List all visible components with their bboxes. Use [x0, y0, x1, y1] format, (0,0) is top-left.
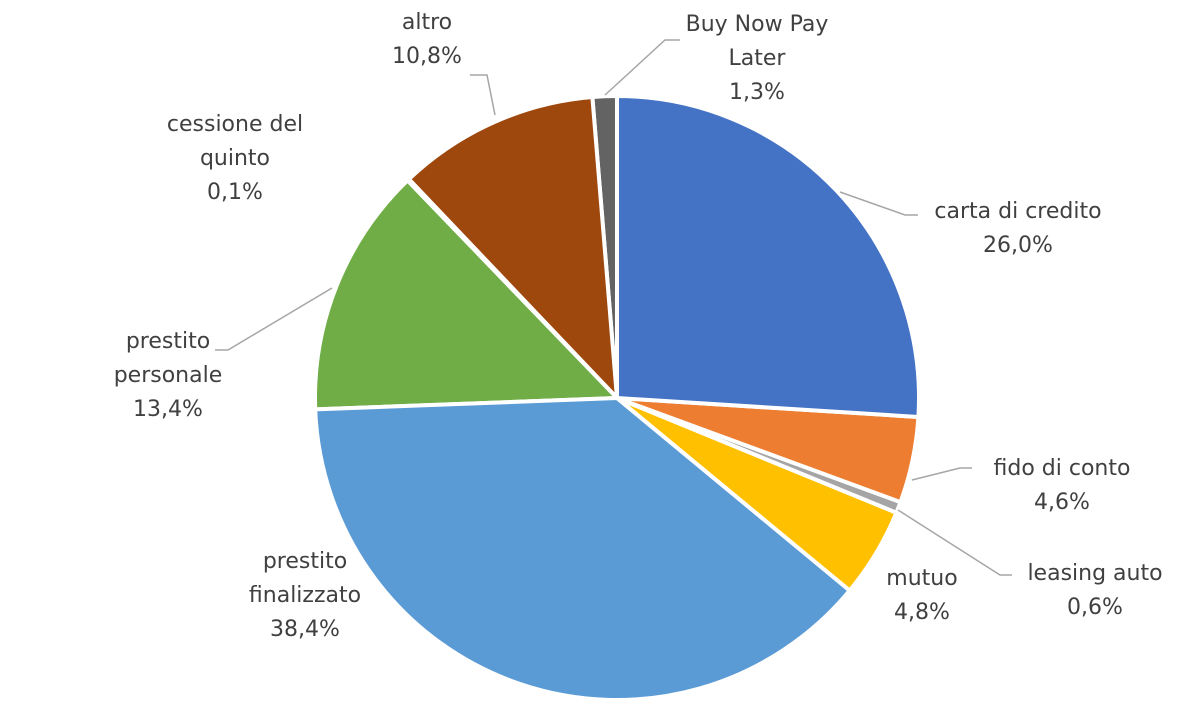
data-label: fido di conto 4,6%: [972, 452, 1152, 520]
label-value: 1,3%: [729, 80, 785, 105]
label-name: Buy Now Pay Later: [685, 12, 829, 71]
label-name: prestito finalizzato: [248, 549, 362, 608]
label-name: altro: [401, 10, 453, 35]
pie-slice: [313, 395, 853, 702]
leader-line: [911, 467, 972, 481]
label-value: 4,6%: [1034, 490, 1090, 515]
label-name: cessione del quinto: [166, 112, 304, 171]
label-name: mutuo: [886, 566, 958, 591]
pie-slice: [615, 93, 921, 420]
leader-line: [470, 74, 496, 116]
leader-line: [839, 191, 918, 216]
data-label: altro 10,8%: [367, 6, 487, 74]
data-label: carta di credito 26,0%: [918, 195, 1118, 263]
pie-slice: [406, 94, 620, 404]
data-label: cessione del quinto 0,1%: [155, 108, 315, 210]
label-value: 26,0%: [983, 233, 1053, 258]
label-value: 13,4%: [133, 397, 203, 422]
pie-slice: [313, 177, 622, 412]
leader-line: [897, 509, 1012, 576]
data-label: leasing auto 0,6%: [1005, 557, 1185, 625]
data-label: prestito personale 13,4%: [98, 325, 238, 427]
data-label: Buy Now Pay Later 1,3%: [682, 8, 832, 110]
leader-line: [215, 287, 333, 351]
label-name: fido di conto: [993, 456, 1131, 481]
data-label: prestito finalizzato 38,4%: [235, 545, 375, 647]
label-value: 10,8%: [392, 44, 462, 69]
label-value: 0,6%: [1067, 595, 1123, 620]
data-label: mutuo 4,8%: [862, 562, 982, 630]
label-name: carta di credito: [934, 199, 1102, 224]
label-value: 4,8%: [894, 600, 950, 625]
label-value: 0,1%: [207, 180, 263, 205]
label-name: prestito personale: [113, 329, 223, 388]
label-name: leasing auto: [1027, 561, 1163, 586]
label-value: 38,4%: [270, 617, 340, 642]
leader-line: [604, 39, 680, 96]
